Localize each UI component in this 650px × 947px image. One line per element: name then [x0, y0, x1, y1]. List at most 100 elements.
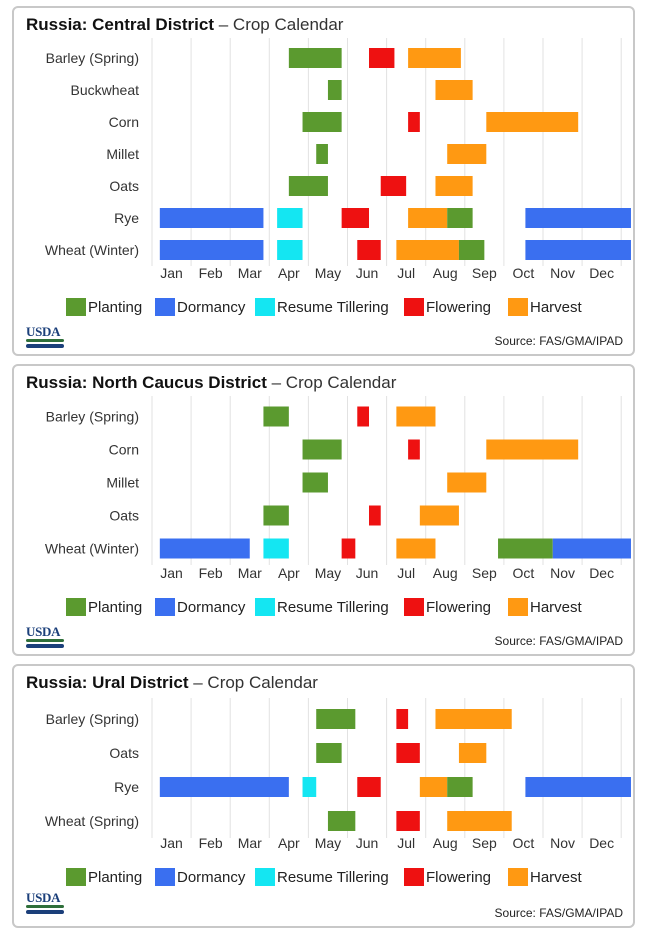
- bar-oats-harvest: [458, 743, 487, 763]
- month-tick-label: Nov: [550, 835, 575, 851]
- month-tick-label: Aug: [433, 835, 458, 851]
- bar-rye-planting: [447, 777, 473, 797]
- bar-oats-harvest: [419, 505, 459, 526]
- crop-calendar-chart-central: Barley (Spring) Buckwheat Corn Millet Oats Ry…: [45, 38, 631, 316]
- month-tick-label: Sep: [472, 835, 497, 851]
- month-tick-label: Jun: [356, 835, 379, 851]
- bar-barley-spring-flowering: [369, 48, 395, 68]
- crop-label: Rye: [114, 779, 139, 795]
- legend-swatch-resume-tillering: [255, 598, 275, 616]
- legend-swatch-dormancy: [155, 298, 175, 316]
- bar-wheat-spring-planting: [327, 811, 356, 831]
- crop-label: Barley (Spring): [46, 409, 139, 425]
- month-tick-label: Aug: [433, 565, 458, 581]
- usda-logo-text: USDA: [26, 624, 61, 639]
- legend-swatch-resume-tillering: [255, 868, 275, 886]
- bar-wheat-winter-resume-tillering: [277, 240, 303, 260]
- panel-title: Russia: Ural District – Crop Calendar: [26, 673, 318, 693]
- crop-label: Wheat (Winter): [45, 242, 139, 258]
- bar-rye-dormancy: [159, 777, 289, 797]
- panel-title-sub: – Crop Calendar: [193, 673, 318, 692]
- legend-swatch-planting: [66, 598, 86, 616]
- bar-wheat-winter-harvest: [396, 538, 436, 559]
- bar-wheat-winter-dormancy: [525, 240, 631, 260]
- source-note: Source: FAS/GMA/IPAD: [494, 634, 623, 648]
- calendar-panel-ural: Russia: Ural District – Crop Calendar Ba…: [12, 664, 635, 928]
- source-note: Source: FAS/GMA/IPAD: [494, 334, 623, 348]
- month-tick-label: Jul: [397, 565, 415, 581]
- month-tick-label: Mar: [238, 265, 262, 281]
- month-tick-label: Feb: [199, 265, 223, 281]
- month-tick-label: Mar: [238, 565, 262, 581]
- legend-label-harvest: Harvest: [530, 299, 583, 316]
- legend-label-resume-tillering: Resume Tillering: [277, 869, 389, 886]
- month-tick-label: May: [315, 265, 341, 281]
- panel-title: Russia: North Caucus District – Crop Cal…: [26, 373, 396, 393]
- month-tick-label: Sep: [472, 265, 497, 281]
- calendar-panel-central: Russia: Central District – Crop Calendar…: [12, 6, 635, 356]
- legend-swatch-planting: [66, 298, 86, 316]
- usda-logo-text: USDA: [26, 890, 61, 905]
- legend-label-dormancy: Dormancy: [177, 869, 246, 886]
- bar-buckwheat-harvest: [435, 80, 473, 100]
- legend-swatch-planting: [66, 868, 86, 886]
- legend-label-harvest: Harvest: [530, 869, 583, 886]
- panel-title-main: Russia: Central District: [26, 15, 214, 34]
- crop-label: Millet: [106, 475, 139, 491]
- month-tick-label: Jan: [160, 565, 183, 581]
- crop-label: Barley (Spring): [46, 711, 139, 727]
- month-tick-label: May: [315, 835, 341, 851]
- bar-rye-dormancy: [525, 777, 631, 797]
- bar-rye-harvest: [408, 208, 448, 228]
- month-tick-label: Oct: [513, 565, 535, 581]
- bar-wheat-winter-dormancy: [552, 538, 631, 559]
- legend-label-planting: Planting: [88, 599, 142, 616]
- bar-oats-flowering: [369, 505, 381, 526]
- bar-oats-planting: [263, 505, 289, 526]
- bar-barley-spring-harvest: [408, 48, 461, 68]
- bar-barley-spring-harvest: [396, 406, 436, 427]
- bar-oats-planting: [316, 743, 342, 763]
- legend-label-dormancy: Dormancy: [177, 599, 246, 616]
- crop-label: Corn: [109, 442, 139, 458]
- crop-label: Oats: [109, 745, 139, 761]
- bar-barley-spring-planting: [263, 406, 289, 427]
- bar-millet-planting: [302, 472, 328, 493]
- month-tick-label: Oct: [513, 265, 535, 281]
- usda-logo: USDA: [24, 624, 66, 650]
- legend-swatch-dormancy: [155, 868, 175, 886]
- bar-oats-flowering: [380, 176, 407, 196]
- bar-corn-harvest: [486, 112, 579, 132]
- legend-swatch-harvest: [508, 598, 528, 616]
- bar-barley-spring-harvest: [435, 709, 512, 729]
- month-tick-label: Apr: [278, 265, 300, 281]
- month-tick-label: May: [315, 565, 341, 581]
- crop-label: Corn: [109, 114, 139, 130]
- bar-oats-flowering: [396, 743, 420, 763]
- month-tick-label: Aug: [433, 265, 458, 281]
- bar-wheat-spring-flowering: [396, 811, 420, 831]
- crop-label: Wheat (Spring): [45, 813, 139, 829]
- panel-title-sub: – Crop Calendar: [271, 373, 397, 392]
- bar-corn-planting: [302, 439, 342, 460]
- crop-label: Millet: [106, 146, 139, 162]
- month-tick-label: Dec: [589, 565, 614, 581]
- month-tick-label: Feb: [199, 835, 223, 851]
- month-tick-label: Apr: [278, 565, 300, 581]
- crop-label: Rye: [114, 210, 139, 226]
- bar-rye-dormancy: [159, 208, 264, 228]
- usda-logo-text: USDA: [26, 324, 61, 339]
- month-tick-label: Jan: [160, 835, 183, 851]
- bar-millet-planting: [316, 144, 328, 164]
- month-tick-label: Feb: [199, 565, 223, 581]
- bar-rye-dormancy: [525, 208, 631, 228]
- usda-logo: USDA: [24, 890, 66, 916]
- legend-label-flowering: Flowering: [426, 599, 491, 616]
- bar-wheat-winter-dormancy: [159, 538, 250, 559]
- month-tick-label: Oct: [513, 835, 535, 851]
- bar-rye-flowering: [341, 208, 370, 228]
- legend-swatch-flowering: [404, 868, 424, 886]
- bar-wheat-winter-flowering: [357, 240, 381, 260]
- bar-wheat-winter-planting: [458, 240, 485, 260]
- source-note: Source: FAS/GMA/IPAD: [494, 906, 623, 920]
